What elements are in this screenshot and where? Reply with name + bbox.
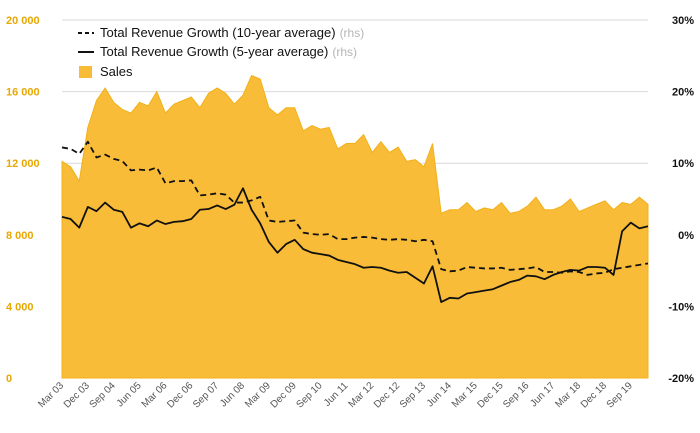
y-right-tick-label: -10%: [668, 301, 694, 313]
x-tick-label: Mar 06: [140, 380, 170, 410]
x-tick-label: Jun 08: [218, 380, 247, 409]
y-right-tick-label: -20%: [668, 373, 694, 385]
sales-area: [61, 74, 649, 379]
x-tick-label: Dec 18: [579, 380, 609, 410]
growth-lines-layer: [61, 140, 649, 303]
x-tick-label: Dec 15: [475, 380, 505, 410]
legend-label: Total Revenue Growth (5-year average) (rh…: [100, 44, 357, 59]
y-right-tick-label: 20%: [672, 87, 694, 99]
x-tick-label: Mar 15: [450, 380, 480, 410]
growth-10yr-line: [61, 140, 649, 276]
x-tick-label: Sep 16: [501, 380, 531, 410]
x-tick-label: Dec 03: [62, 380, 92, 410]
x-tick-label: Sep 04: [88, 380, 118, 410]
legend-label: Total Revenue Growth (10-year average) (r…: [100, 25, 364, 40]
y-left-tick-label: 4 000: [6, 301, 34, 313]
growth-5yr-line: [61, 187, 649, 303]
x-tick-label: Mar 03: [36, 380, 66, 410]
y-right-tick-label: 10%: [672, 158, 694, 170]
x-tick-label: Dec 09: [269, 380, 299, 410]
legend-swatch-sales: [79, 66, 92, 78]
x-tick-label: Jun 17: [528, 380, 557, 409]
x-tick-label: Sep 19: [605, 380, 635, 410]
x-tick-label: Jun 05: [115, 380, 144, 409]
x-tick-label: Dec 12: [372, 380, 402, 410]
x-tick-label: Mar 09: [243, 380, 273, 410]
y-left-tick-label: 20 000: [6, 15, 40, 27]
y-left-tick-label: 12 000: [6, 158, 40, 170]
y-right-tick-label: 30%: [672, 15, 694, 27]
x-tick-label: Sep 13: [398, 380, 428, 410]
y-left-tick-label: 0: [6, 373, 12, 385]
x-tick-label: Sep 10: [294, 380, 324, 410]
x-tick-label: Sep 07: [191, 380, 221, 410]
x-tick-label: Mar 12: [347, 380, 377, 410]
sales-area-layer: [61, 74, 649, 379]
x-tick-label: Mar 18: [553, 380, 583, 410]
y-left-tick-label: 16 000: [6, 87, 40, 99]
x-tick-label: Dec 06: [165, 380, 195, 410]
x-tick-label: Jun 11: [322, 380, 351, 409]
legend-label: Sales: [100, 64, 133, 79]
legend: Total Revenue Growth (10-year average) (r…: [78, 25, 364, 79]
y-right-tick-label: 0%: [678, 230, 694, 242]
y-left-tick-label: 8 000: [6, 230, 34, 242]
x-tick-label: Jun 14: [425, 380, 454, 409]
